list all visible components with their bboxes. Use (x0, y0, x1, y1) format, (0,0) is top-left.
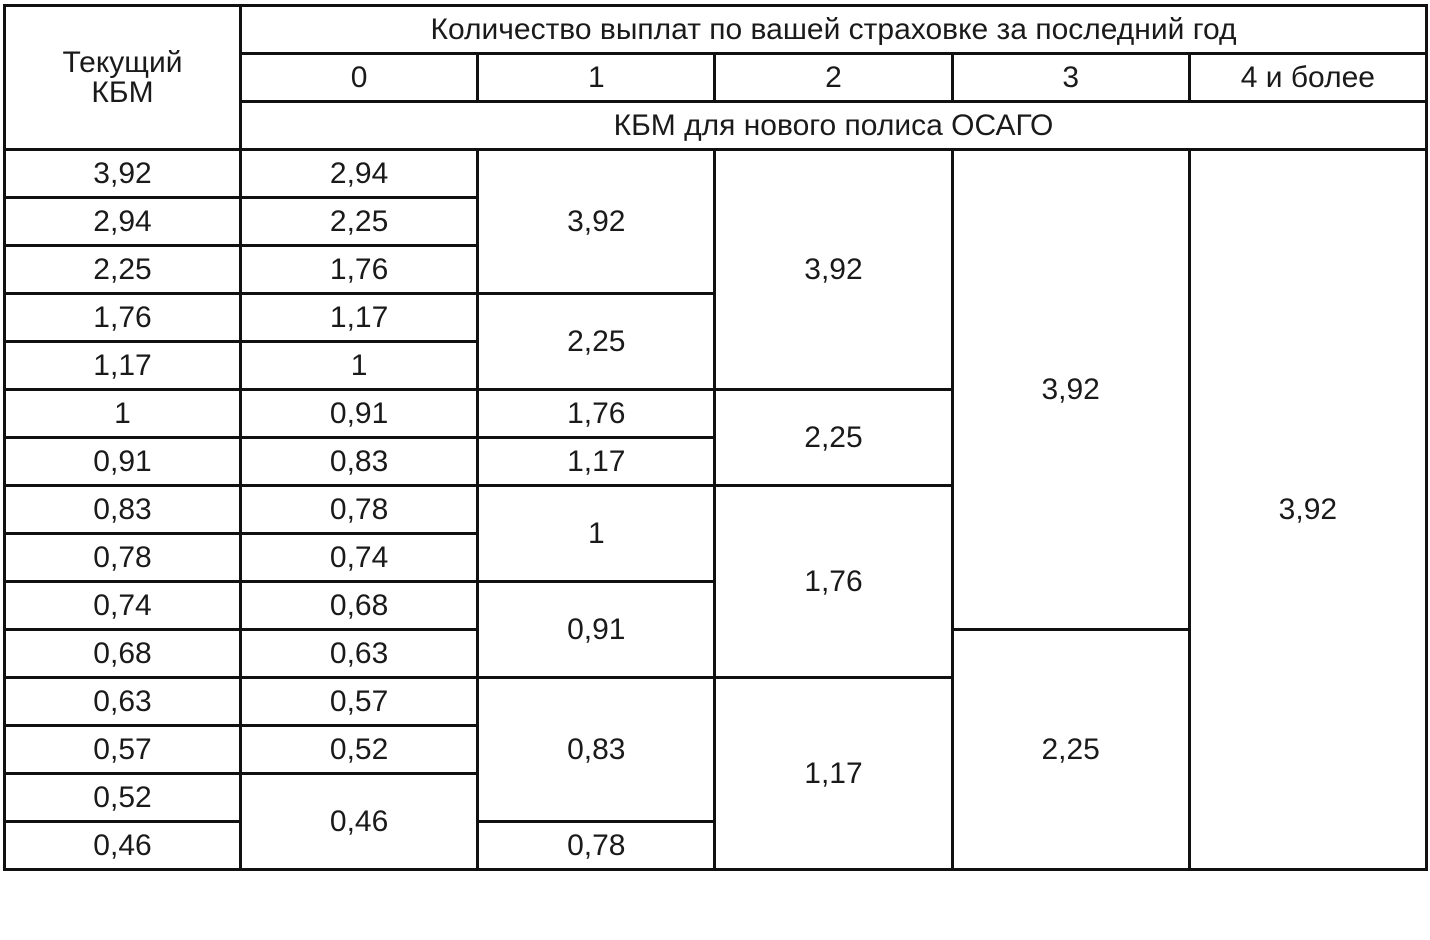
row: 1,17 1 (3, 340, 1427, 391)
row: 2,94 2,25 (3, 196, 1427, 247)
row: 0,52 0,46 (3, 772, 1427, 871)
row: 0,74 0,68 0,91 (3, 580, 1427, 679)
cell: 3,92 (476, 148, 717, 295)
cell: 0,78 (3, 532, 242, 583)
cell: 2,25 (950, 628, 1191, 871)
cell: 3,92 (1187, 148, 1429, 871)
cell: 3,92 (950, 148, 1191, 631)
kbm-table: Текущий КБМ Количество выплат по вашей с… (3, 4, 1429, 871)
cell: 2,25 (713, 388, 954, 487)
row: 0,83 0,78 1 1,76 (3, 484, 1427, 679)
cell: 0,68 (3, 628, 242, 679)
cell: 0,46 (3, 820, 242, 871)
cell: 0,91 (238, 388, 480, 439)
row: 0,68 0,63 2,25 (3, 628, 1427, 871)
header-cell: 2 (713, 52, 954, 103)
row: 1,76 1,17 2,25 (3, 292, 1427, 391)
cell: 0,91 (476, 580, 717, 679)
cell: 0,74 (3, 580, 242, 631)
cell: 2,94 (3, 196, 242, 247)
cell: 0,74 (238, 532, 480, 583)
header-cell: 4 и более (1187, 52, 1429, 103)
cell: 0,63 (238, 628, 480, 679)
cell: 1 (238, 340, 480, 391)
header-cell: 1 (476, 52, 717, 103)
cell: 0,52 (238, 724, 480, 775)
row: 0,78 0,74 (3, 532, 1427, 583)
row: 1 0,91 1,76 2,25 (3, 388, 1427, 487)
cell: 2,25 (476, 292, 717, 391)
row: 0,91 0,83 1,17 (3, 436, 1427, 487)
cell: 0,57 (3, 724, 242, 775)
header-cell: 0 (238, 52, 480, 103)
header-row: 0 1 2 3 4 и более (5, 52, 1429, 103)
cell: 1,76 (3, 292, 242, 343)
cell: 0,57 (238, 676, 480, 727)
cell: 1,17 (713, 676, 954, 871)
cell: 0,68 (238, 580, 480, 631)
cell: 1,76 (476, 388, 717, 439)
header-row: Текущий КБМ Количество выплат по вашей с… (3, 4, 1428, 151)
cell: 1,76 (713, 484, 954, 679)
cell: 2,94 (238, 148, 480, 199)
header-cell: Количество выплат по вашей страховке за … (239, 4, 1428, 55)
cell: 3,92 (3, 148, 242, 199)
row: 3,92 2,94 3,92 3,92 3,92 3,92 (3, 148, 1429, 871)
cell: 1,17 (238, 292, 480, 343)
cell: 0,63 (3, 676, 242, 727)
cell: 0,78 (476, 820, 717, 871)
header-row: КБМ для нового полиса ОСАГО (5, 100, 1428, 151)
cell: 1 (3, 388, 242, 439)
header-cell: КБМ для нового полиса ОСАГО (239, 100, 1428, 151)
row: 0,57 0,52 (3, 724, 1427, 775)
cell: 2,25 (3, 244, 242, 295)
cell: 0,52 (3, 772, 242, 823)
cell: 1 (476, 484, 717, 583)
cell: 1,17 (476, 436, 717, 487)
cell: 1,17 (3, 340, 242, 391)
cell: 0,46 (238, 772, 480, 871)
cell: 3,92 (713, 148, 954, 391)
header-cell: 3 (950, 52, 1191, 103)
row: 0,46 0,78 (3, 820, 1427, 871)
cell: 0,91 (3, 436, 242, 487)
cell: 2,25 (238, 196, 480, 247)
cell: 0,83 (238, 436, 480, 487)
cell: 1,76 (238, 244, 480, 295)
row: 0,63 0,57 0,83 1,17 (3, 676, 1427, 871)
row: 2,25 1,76 (3, 244, 1427, 295)
cell: 0,78 (238, 484, 480, 535)
header-cell: Текущий КБМ (3, 4, 242, 151)
cell: 0,83 (3, 484, 242, 535)
cell: 0,83 (476, 676, 717, 823)
